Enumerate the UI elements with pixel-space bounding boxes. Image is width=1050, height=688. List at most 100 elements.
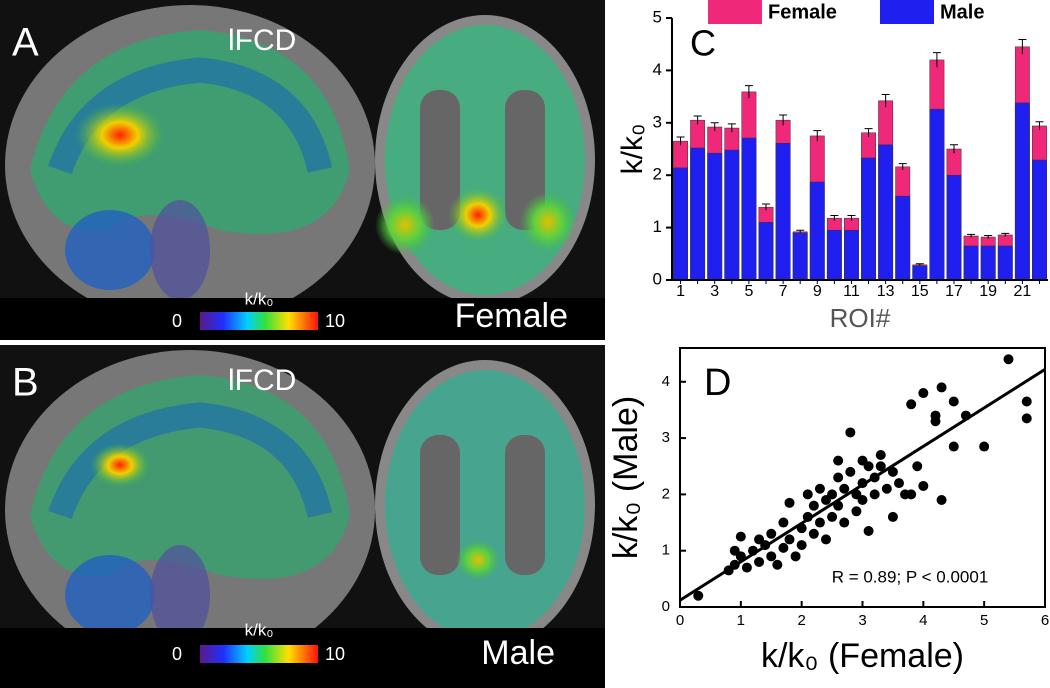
error-bar bbox=[1018, 38, 1027, 55]
point bbox=[741, 562, 752, 573]
x-tick-label: 9 bbox=[813, 283, 822, 300]
bar bbox=[1014, 102, 1030, 281]
point bbox=[857, 495, 868, 506]
point bbox=[948, 441, 959, 452]
y-tick-label: 0 bbox=[653, 269, 662, 288]
y-tick-label: 1 bbox=[653, 217, 662, 236]
point bbox=[948, 396, 959, 407]
point bbox=[887, 511, 898, 522]
bar bbox=[844, 229, 859, 281]
error-bar bbox=[762, 203, 770, 211]
point bbox=[906, 399, 917, 410]
point bbox=[1021, 396, 1032, 407]
error-bar bbox=[1001, 232, 1010, 237]
colorbar-min: 0 bbox=[172, 311, 182, 331]
point bbox=[833, 455, 844, 466]
point bbox=[845, 427, 856, 438]
point bbox=[869, 472, 880, 483]
x-tick-label: 0 bbox=[676, 612, 684, 629]
error-bar bbox=[898, 163, 907, 170]
error-bar bbox=[881, 94, 890, 108]
error-bar bbox=[847, 215, 856, 221]
error-bar bbox=[1035, 121, 1044, 131]
panel-label: A bbox=[12, 21, 39, 65]
point bbox=[894, 478, 904, 489]
bar bbox=[895, 195, 911, 281]
legend-swatch bbox=[708, 0, 762, 24]
point bbox=[796, 540, 807, 551]
point bbox=[960, 410, 971, 421]
error-bar bbox=[950, 144, 958, 154]
x-tick-label: 1 bbox=[676, 283, 685, 300]
point bbox=[729, 559, 740, 570]
group-label: Male bbox=[481, 634, 555, 672]
point bbox=[906, 489, 917, 500]
bar bbox=[929, 108, 945, 281]
point bbox=[845, 466, 856, 477]
error-bar bbox=[727, 123, 736, 133]
point bbox=[802, 489, 813, 500]
point bbox=[821, 534, 831, 545]
point bbox=[875, 449, 886, 460]
x-tick-label: 17 bbox=[945, 283, 963, 300]
y-tick-label: 3 bbox=[662, 429, 670, 446]
point bbox=[693, 590, 704, 601]
point bbox=[857, 478, 868, 489]
measure-label: lFCD bbox=[228, 24, 296, 57]
x-axis-label: ROI# bbox=[830, 303, 891, 333]
bar bbox=[878, 144, 894, 281]
point bbox=[784, 497, 795, 508]
bar bbox=[912, 265, 928, 281]
legend-label: Male bbox=[940, 1, 984, 23]
bar bbox=[997, 245, 1013, 281]
point bbox=[748, 545, 758, 556]
y-tick-label: 5 bbox=[653, 7, 662, 26]
bar bbox=[724, 149, 740, 281]
y-axis-label: k/k₀ bbox=[616, 124, 649, 175]
annotation: R = 0.89; P < 0.0001 bbox=[832, 567, 989, 586]
point bbox=[766, 528, 777, 539]
point bbox=[1021, 413, 1032, 424]
colorbar-min: 0 bbox=[172, 644, 182, 664]
colorbar-max: 10 bbox=[325, 311, 345, 331]
error-bar bbox=[830, 215, 839, 221]
x-tick-label: 13 bbox=[877, 283, 895, 300]
x-tick-label: 5 bbox=[744, 283, 753, 300]
legend-swatch bbox=[880, 0, 934, 24]
point bbox=[851, 506, 862, 517]
x-tick-label: 15 bbox=[911, 283, 929, 300]
x-tick-label: 3 bbox=[710, 283, 719, 300]
error-bar bbox=[915, 263, 924, 266]
x-tick-label: 19 bbox=[979, 283, 997, 300]
x-tick-label: 11 bbox=[843, 283, 860, 300]
bar bbox=[809, 181, 825, 281]
bar bbox=[946, 174, 962, 281]
point bbox=[790, 551, 801, 562]
point bbox=[912, 461, 923, 472]
image-labels: A lFCD k/k₀ 0 10 Female B lFCD k/k₀ 0 10… bbox=[12, 21, 568, 672]
bar bbox=[826, 229, 842, 281]
error-bar bbox=[932, 52, 941, 68]
point bbox=[735, 531, 746, 542]
bar bbox=[861, 157, 876, 281]
x-tick-label: 5 bbox=[980, 612, 988, 629]
point bbox=[754, 534, 765, 545]
axes bbox=[671, 18, 1048, 281]
colorbar-label: k/k₀ bbox=[245, 620, 274, 639]
point bbox=[814, 517, 825, 528]
y-tick-label: 2 bbox=[662, 485, 670, 502]
x-tick-label: 4 bbox=[919, 612, 927, 629]
point bbox=[772, 559, 783, 570]
bar bbox=[1032, 159, 1047, 281]
point bbox=[863, 525, 874, 536]
point bbox=[827, 511, 838, 522]
bar bbox=[792, 232, 808, 281]
bar bbox=[741, 137, 757, 281]
point bbox=[887, 466, 898, 477]
error-bar bbox=[676, 136, 685, 146]
bar bbox=[758, 222, 774, 281]
y-tick-label: 3 bbox=[653, 112, 662, 131]
point bbox=[918, 388, 929, 399]
x-tick-label: 1 bbox=[737, 612, 745, 629]
